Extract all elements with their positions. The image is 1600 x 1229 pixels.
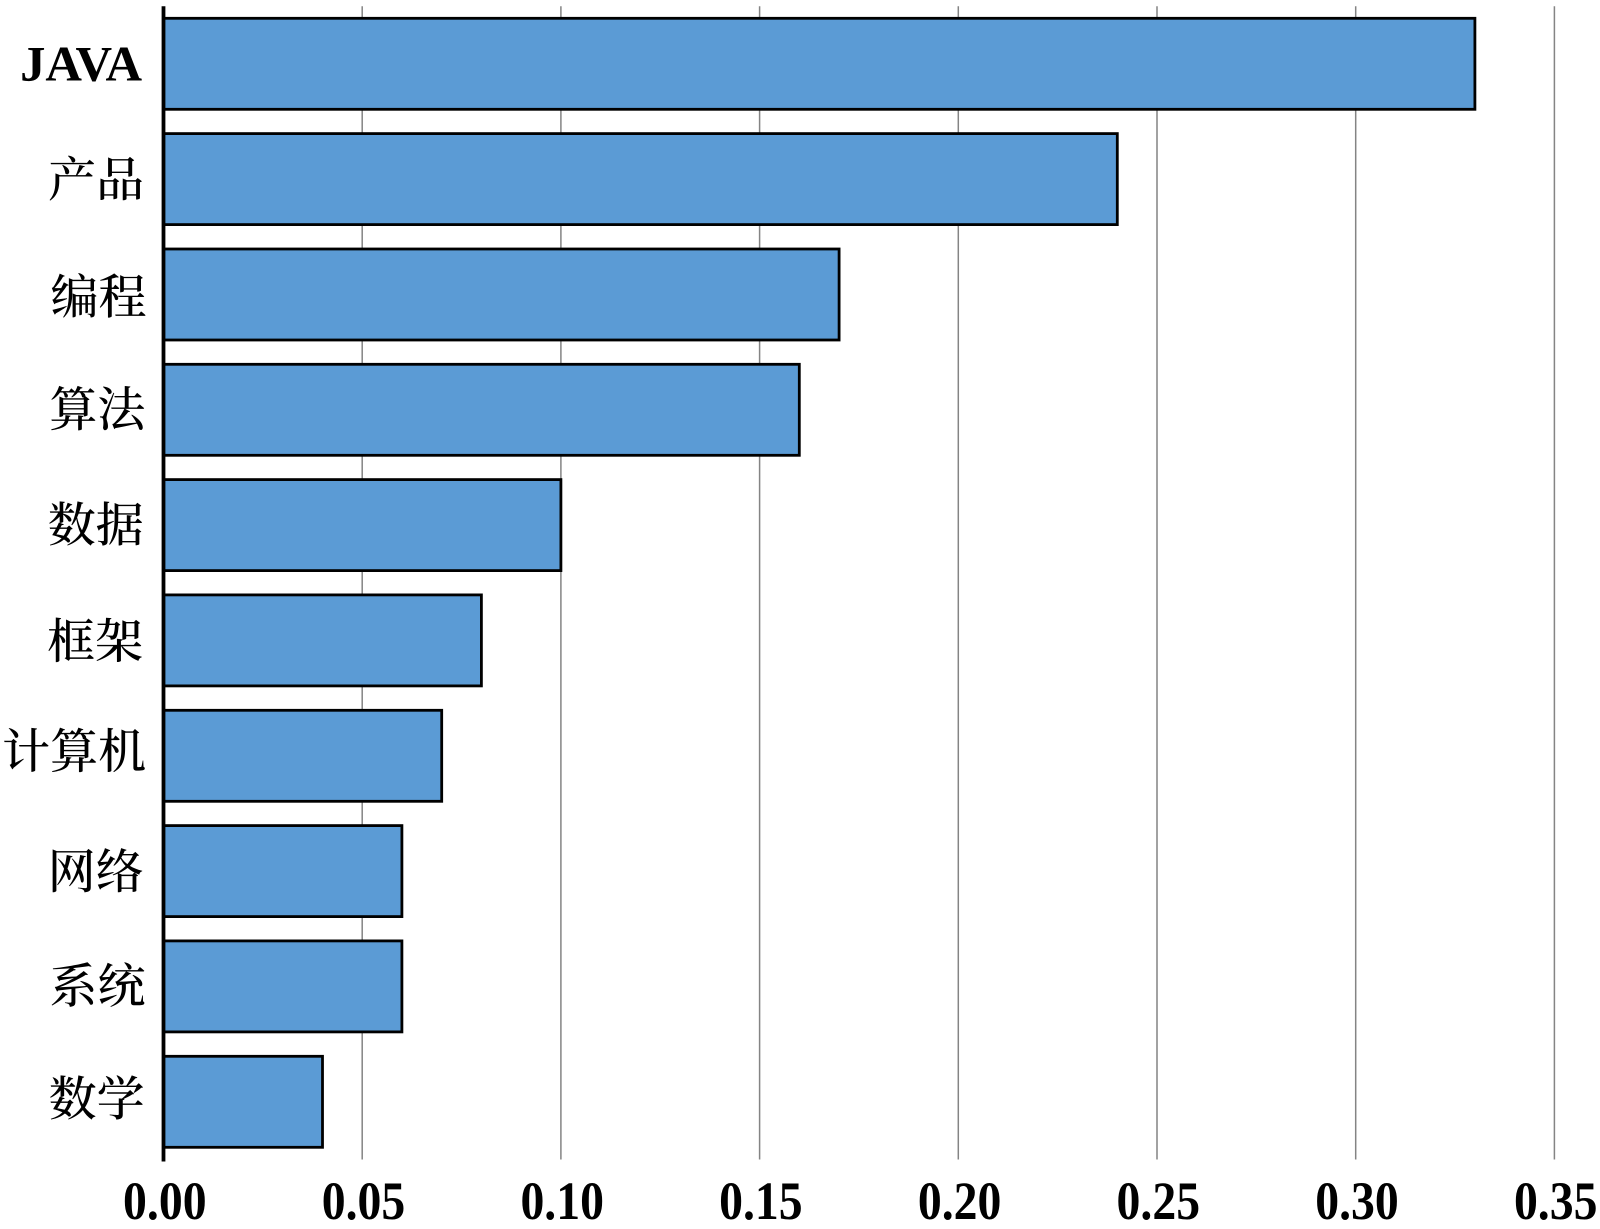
- svg-text:0.25: 0.25: [1117, 1171, 1201, 1224]
- svg-text:0.05: 0.05: [322, 1171, 406, 1224]
- svg-text:0.00: 0.00: [123, 1171, 207, 1224]
- svg-text:0.10: 0.10: [520, 1171, 604, 1224]
- svg-text:0.15: 0.15: [719, 1171, 803, 1224]
- svg-text:0.35: 0.35: [1514, 1171, 1598, 1224]
- svg-text:0.30: 0.30: [1315, 1171, 1399, 1224]
- svg-text:JAVA: JAVA: [20, 35, 142, 91]
- svg-text:0.20: 0.20: [918, 1171, 1002, 1224]
